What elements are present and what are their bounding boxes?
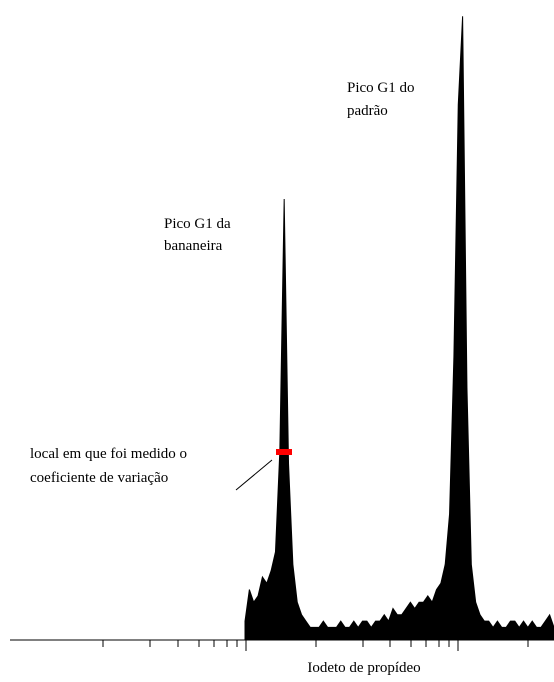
annotation-text: coeficiente de variação xyxy=(30,470,168,486)
x-axis-label: Iodeto de propídeo xyxy=(307,660,420,676)
annotation-text: bananeira xyxy=(164,238,223,254)
annotation-text: Pico G1 do xyxy=(347,80,415,96)
annotation-text: padrão xyxy=(347,103,388,119)
cv-marker xyxy=(276,449,292,455)
annotation-text: local em que foi medido o xyxy=(30,446,187,462)
annotation-pointer xyxy=(235,459,273,491)
histogram-area xyxy=(244,16,554,641)
x-axis-ticks xyxy=(102,640,529,651)
annotation-text: Pico G1 da xyxy=(164,216,231,232)
